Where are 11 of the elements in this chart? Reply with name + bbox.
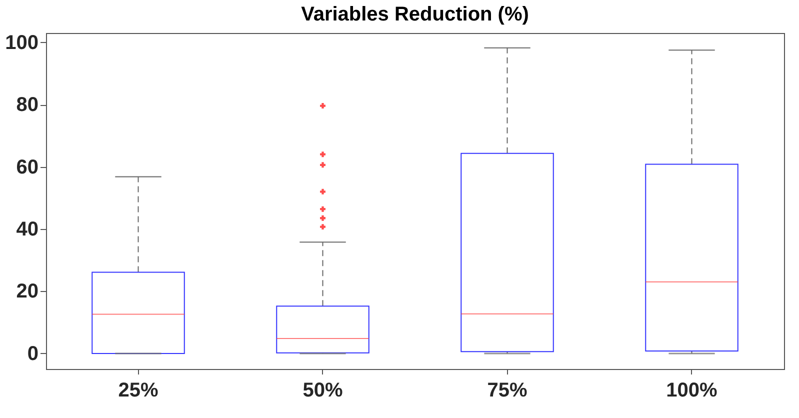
x-tick-label: 75%	[487, 380, 528, 402]
y-tick-label: 0	[27, 342, 38, 365]
y-tick-label: 100	[5, 32, 38, 54]
x-tick-label: 50%	[302, 380, 343, 402]
x-tick-label: 100%	[666, 380, 718, 402]
x-tick-label: 25%	[118, 380, 158, 402]
chart-title: Variables Reduction (%)	[301, 3, 529, 26]
y-tick-label: 20	[16, 280, 38, 303]
y-tick-label: 40	[16, 218, 38, 240]
y-tick-label: 80	[16, 94, 38, 116]
y-tick-label: 60	[16, 156, 38, 178]
